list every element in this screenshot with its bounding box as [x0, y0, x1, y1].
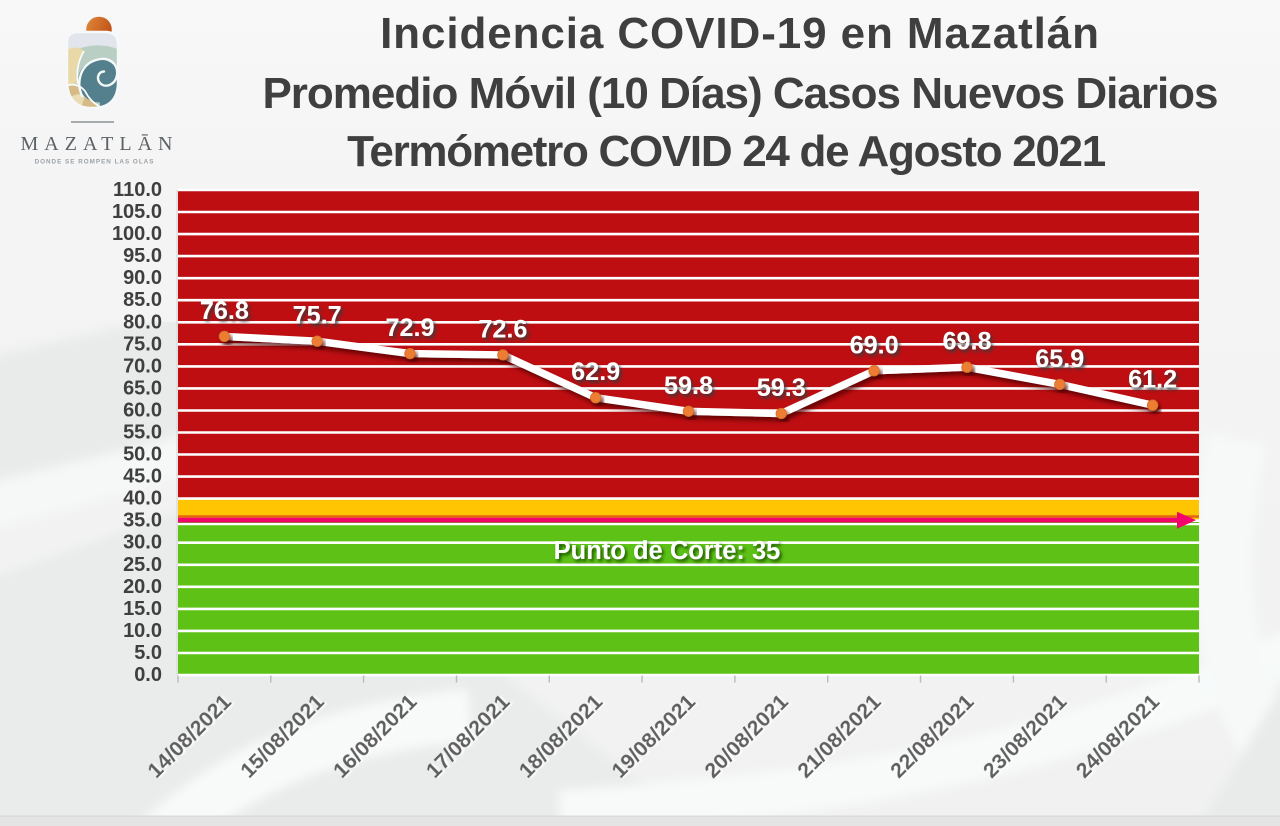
- svg-text:72.6: 72.6: [478, 315, 527, 343]
- svg-text:MAZATLĀN: MAZATLĀN: [21, 133, 179, 155]
- svg-text:59.8: 59.8: [664, 372, 713, 400]
- svg-text:75.0: 75.0: [123, 333, 162, 355]
- svg-text:50.0: 50.0: [123, 444, 162, 466]
- svg-text:Punto de Corte: 35: Punto de Corte: 35: [554, 537, 781, 565]
- svg-text:72.9: 72.9: [385, 314, 434, 342]
- svg-text:20.0: 20.0: [123, 576, 162, 598]
- svg-text:100.0: 100.0: [112, 223, 162, 245]
- svg-text:60.0: 60.0: [123, 400, 162, 422]
- svg-text:75.7: 75.7: [293, 302, 342, 330]
- svg-text:25.0: 25.0: [123, 554, 162, 576]
- svg-text:80.0: 80.0: [123, 311, 162, 333]
- svg-text:0.0: 0.0: [134, 664, 162, 686]
- svg-text:18/08/2021: 18/08/2021: [514, 690, 607, 783]
- svg-text:40.0: 40.0: [123, 488, 162, 510]
- svg-text:110.0: 110.0: [113, 179, 162, 201]
- svg-text:19/08/2021: 19/08/2021: [607, 690, 700, 783]
- svg-text:76.8: 76.8: [200, 297, 249, 325]
- svg-text:65.9: 65.9: [1035, 345, 1084, 373]
- svg-text:95.0: 95.0: [123, 245, 162, 267]
- svg-text:105.0: 105.0: [112, 201, 162, 223]
- svg-text:23/08/2021: 23/08/2021: [978, 690, 1071, 783]
- svg-text:85.0: 85.0: [123, 289, 162, 311]
- svg-text:55.0: 55.0: [123, 422, 162, 444]
- svg-text:16/08/2021: 16/08/2021: [328, 690, 421, 783]
- svg-text:70.0: 70.0: [123, 355, 162, 377]
- svg-text:30.0: 30.0: [123, 532, 162, 554]
- svg-text:5.0: 5.0: [134, 642, 162, 664]
- svg-text:14/08/2021: 14/08/2021: [143, 690, 236, 783]
- svg-text:69.8: 69.8: [942, 328, 991, 356]
- svg-text:90.0: 90.0: [123, 267, 162, 289]
- svg-text:61.2: 61.2: [1128, 366, 1177, 394]
- svg-text:69.0: 69.0: [850, 331, 899, 359]
- svg-text:62.9: 62.9: [571, 358, 620, 386]
- svg-text:59.3: 59.3: [757, 374, 806, 402]
- svg-text:45.0: 45.0: [123, 466, 162, 488]
- svg-text:17/08/2021: 17/08/2021: [421, 690, 514, 783]
- svg-text:22/08/2021: 22/08/2021: [885, 690, 978, 783]
- svg-text:24/08/2021: 24/08/2021: [1071, 690, 1164, 783]
- svg-text:15.0: 15.0: [123, 598, 162, 620]
- svg-text:65.0: 65.0: [123, 377, 162, 399]
- svg-text:35.0: 35.0: [123, 510, 162, 532]
- svg-text:10.0: 10.0: [123, 620, 162, 642]
- svg-text:20/08/2021: 20/08/2021: [700, 690, 793, 783]
- svg-text:21/08/2021: 21/08/2021: [793, 690, 886, 783]
- svg-text:DONDE SE ROMPEN LAS OLAS: DONDE SE ROMPEN LAS OLAS: [35, 159, 155, 166]
- svg-text:15/08/2021: 15/08/2021: [236, 690, 329, 783]
